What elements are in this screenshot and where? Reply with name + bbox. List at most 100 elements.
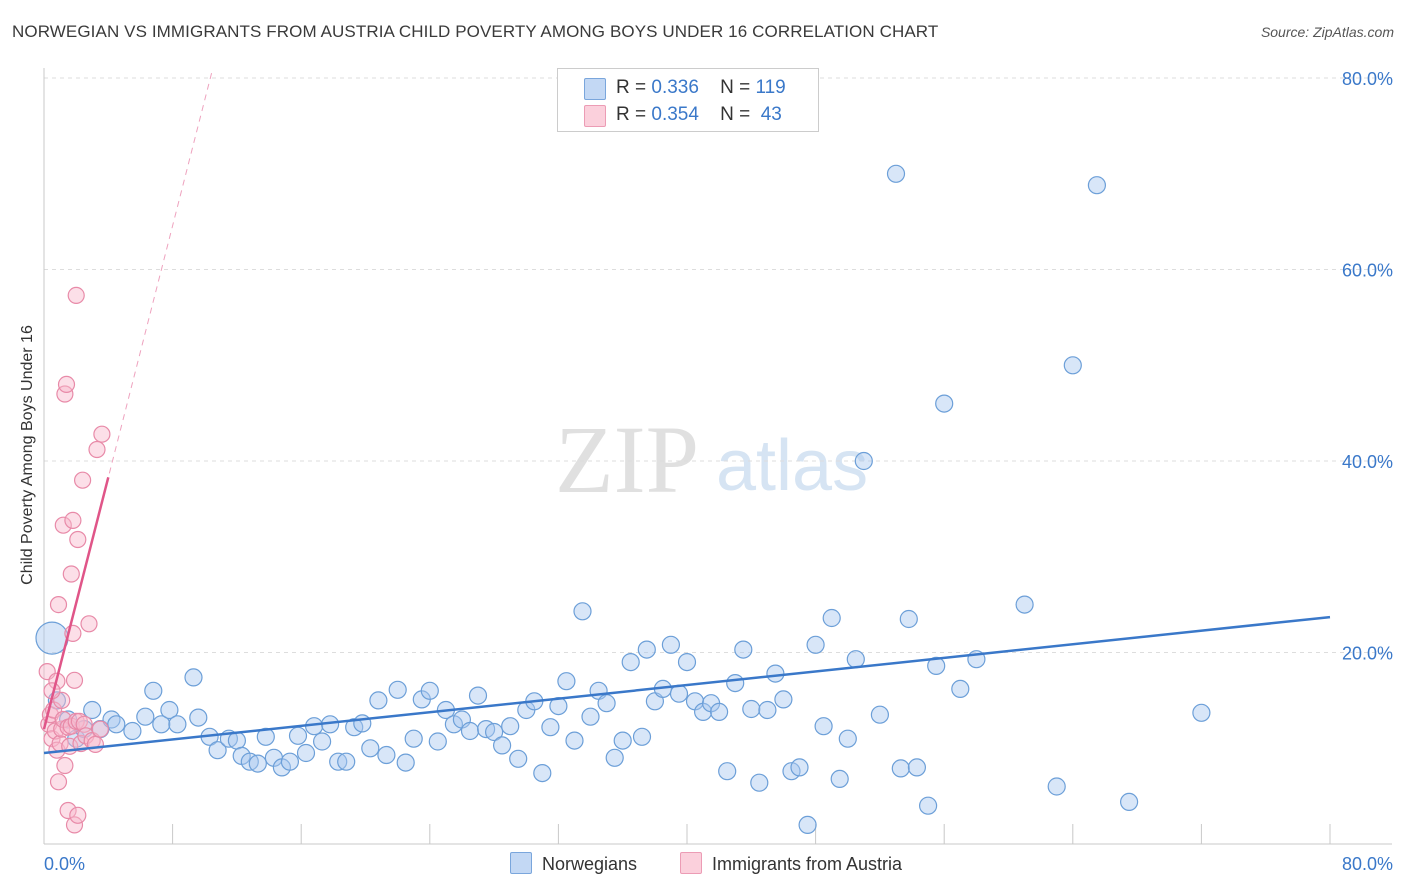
point-norwegians [1119,792,1139,812]
point-norwegians [758,700,777,720]
point-austria [57,375,76,393]
point-norwegians [854,451,873,471]
y-tick-label: 60.0% [1342,261,1393,281]
point-austria [67,286,85,304]
point-austria [49,595,68,614]
point-norwegians [1087,176,1107,195]
point-austria [93,425,111,443]
point-norwegians [509,749,528,768]
point-norwegians [189,708,208,727]
point-norwegians [918,796,938,815]
point-norwegians [935,394,954,413]
legend-swatch-blue [510,852,532,874]
point-norwegians [846,650,865,669]
point-norwegians [661,635,681,654]
point-norwegians [709,702,729,722]
point-norwegians [798,815,817,835]
point-norwegians [621,652,640,672]
point-norwegians [718,762,737,781]
source-label: Source: ZipAtlas.com [1260,24,1394,40]
point-norwegians [144,681,163,700]
chart-title: NORWEGIAN VS IMMIGRANTS FROM AUSTRIA CHI… [12,22,939,41]
grid-lines [44,77,1392,653]
n-label: N = [720,77,751,98]
point-norwegians [420,681,439,700]
trend-lines [42,68,1331,755]
point-norwegians [388,680,407,699]
y-tick-label: 80.0% [1342,69,1393,89]
n-label: N = [720,104,751,125]
legend-swatch-pink [584,105,606,127]
point-norwegians [899,609,918,629]
point-austria [80,615,98,633]
legend-text: R = 0.336 N = 119 [616,77,786,99]
point-norwegians [280,752,299,771]
point-norwegians [107,715,126,734]
point-norwegians [557,672,576,691]
r-label: R = [616,104,647,125]
point-norwegians [296,743,316,763]
point-norwegians [573,602,592,621]
y-tick-label: 40.0% [1342,452,1393,472]
point-norwegians [361,739,380,758]
point-norwegians [677,652,697,672]
point-norwegians [404,729,423,748]
legend-swatch-pink [680,852,702,874]
point-norwegians [501,717,520,736]
point-norwegians [1063,356,1082,375]
point-norwegians [565,731,584,750]
point-norwegians [152,715,171,734]
trend-line-austria [42,476,110,730]
point-norwegians [468,686,488,705]
y-tick-label: 20.0% [1342,644,1393,664]
point-norwegians [605,748,624,767]
point-norwegians [227,731,246,750]
point-norwegians [1192,703,1211,722]
point-norwegians [83,700,102,720]
point-norwegians [377,745,396,765]
point-norwegians [428,732,447,751]
point-norwegians [184,668,203,687]
point-austria [69,806,87,824]
bottom-legend-norwegians: Norwegians [510,852,637,875]
x-tick-label: 80.0% [1342,854,1393,874]
point-norwegians [541,718,560,737]
point-austria [73,471,92,489]
point-norwegians [726,673,745,693]
point-norwegians [806,635,825,654]
point-norwegians [870,705,890,724]
point-norwegians [353,714,372,733]
point-austria [56,756,74,775]
axes [43,68,1392,845]
x-tick-label: 0.0% [44,854,85,874]
point-norwegians [256,727,275,746]
point-norwegians [485,722,504,742]
point-austria [62,565,80,583]
point-norwegians [533,763,552,783]
r-value: 0.336 [651,77,699,98]
point-norwegians [581,707,600,726]
watermark-atlas: atlas [716,426,868,506]
tick-labels: 20.0% 40.0% 60.0% 80.0% 0.0% 80.0% [44,69,1393,874]
point-austria [65,671,84,689]
point-austria [65,816,84,834]
point-norwegians [734,640,753,659]
point-norwegians [830,769,849,789]
point-norwegians [632,727,652,746]
legend-swatch-blue [584,78,606,100]
legend-text: R = 0.354 N = 43 [616,104,782,126]
point-austria [54,516,72,534]
point-norwegians [838,729,857,748]
point-austria [91,720,109,738]
point-norwegians [460,721,480,741]
point-austria [86,735,105,754]
point-norwegians [927,656,946,676]
point-norwegians [891,759,910,778]
bottom-legend-austria: Immigrants from Austria [680,852,902,875]
point-austria [64,511,82,530]
point-norwegians [822,608,841,628]
legend-label: Immigrants from Austria [712,854,903,874]
point-norwegians [337,752,356,771]
point-norwegians [750,773,769,792]
point-norwegians [208,741,227,760]
